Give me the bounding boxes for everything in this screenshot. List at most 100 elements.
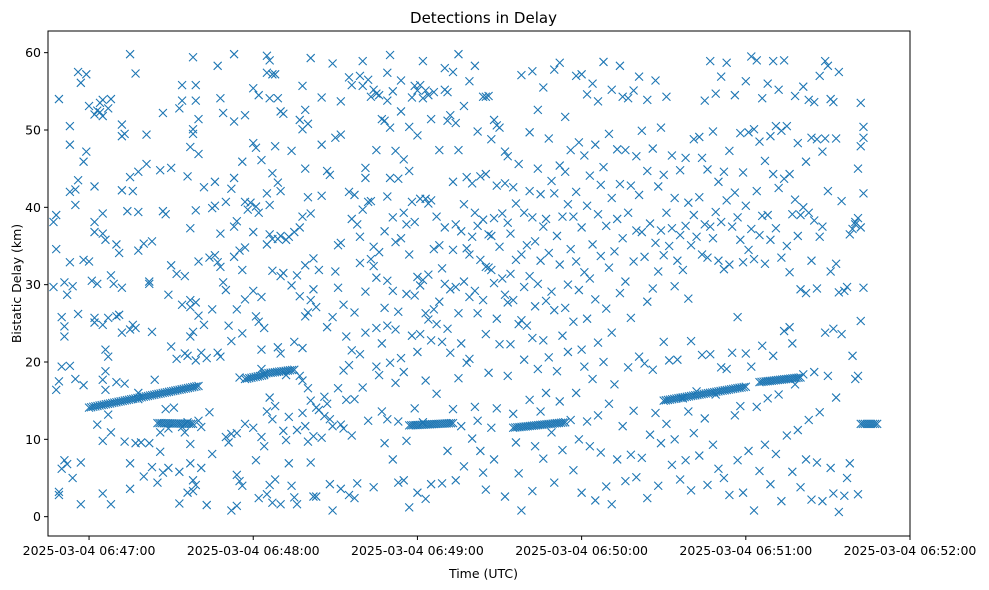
data-point (300, 105, 310, 115)
data-point (164, 463, 173, 473)
data-point (202, 500, 212, 510)
data-point (607, 193, 617, 203)
data-point (527, 486, 537, 496)
data-point (705, 349, 715, 359)
data-point (760, 440, 770, 450)
data-point (404, 502, 414, 512)
data-point (254, 208, 264, 218)
data-point (112, 377, 121, 387)
data-point (303, 308, 313, 317)
data-point (681, 221, 690, 231)
data-point (319, 411, 329, 421)
data-point (664, 356, 674, 365)
data-point (563, 199, 573, 209)
data-point (779, 174, 789, 184)
data-point (478, 295, 488, 305)
data-point (828, 489, 838, 498)
data-point (133, 167, 143, 177)
data-point (131, 323, 140, 333)
data-point (544, 134, 554, 143)
data-point (492, 314, 502, 324)
data-point (549, 65, 559, 75)
data-point (618, 421, 628, 431)
data-point (459, 462, 469, 471)
data-point (486, 265, 496, 275)
data-point (369, 261, 379, 271)
data-point (287, 146, 296, 156)
data-point (391, 378, 400, 388)
data-point (144, 277, 154, 286)
data-point (549, 189, 559, 198)
data-point (768, 351, 778, 361)
data-point (393, 307, 403, 317)
data-point (289, 337, 299, 347)
data-point (347, 346, 357, 355)
data-point (391, 146, 400, 156)
data-point (511, 199, 521, 208)
data-point (393, 417, 403, 426)
data-point (497, 274, 507, 283)
y-tick-label: 0 (33, 509, 41, 524)
data-point (670, 281, 680, 291)
data-point (251, 455, 261, 465)
data-point (358, 383, 368, 392)
data-point (807, 133, 816, 143)
data-point (157, 418, 167, 428)
data-point (443, 87, 452, 97)
data-point (352, 219, 362, 229)
data-point (634, 190, 644, 200)
data-point (503, 371, 513, 381)
data-point (380, 116, 389, 126)
data-point (796, 482, 805, 492)
data-point (210, 250, 220, 260)
data-point (596, 448, 606, 457)
data-point (191, 298, 201, 307)
data-point (300, 260, 310, 270)
data-point (98, 320, 108, 330)
data-point (51, 385, 61, 395)
data-point (229, 173, 239, 183)
data-point (648, 365, 658, 375)
data-point (177, 80, 187, 90)
data-point (161, 418, 171, 428)
data-point (473, 308, 483, 318)
data-point (489, 115, 499, 125)
data-point (322, 322, 332, 332)
data-point (164, 290, 173, 300)
data-point (484, 368, 493, 378)
data-point (399, 208, 409, 218)
data-point (270, 141, 280, 151)
data-point (697, 250, 707, 259)
data-point (725, 260, 734, 269)
data-point (683, 407, 693, 416)
data-point (51, 210, 61, 220)
data-point (634, 352, 644, 361)
data-point (147, 462, 157, 472)
plot-frame (47, 30, 911, 537)
data-point (344, 73, 354, 82)
data-point (664, 241, 674, 251)
data-point (382, 68, 392, 78)
data-point (205, 407, 214, 417)
data-point (159, 418, 169, 428)
data-point (601, 482, 611, 491)
data-point (57, 464, 67, 474)
data-point (716, 217, 726, 227)
data-point (560, 303, 570, 313)
data-point (659, 250, 669, 260)
data-point (686, 240, 696, 250)
data-point (196, 422, 206, 432)
data-point (287, 481, 296, 491)
data-point (626, 450, 636, 460)
data-point (199, 182, 209, 192)
data-point (84, 257, 94, 266)
data-point (54, 490, 64, 500)
data-point (125, 49, 135, 59)
data-point (366, 196, 376, 206)
x-tick-label: 2025-03-04 06:47:00 (23, 543, 156, 558)
data-point (191, 480, 201, 490)
data-point (473, 416, 483, 426)
data-point (445, 348, 455, 358)
data-point (716, 363, 726, 372)
data-point (582, 201, 592, 211)
